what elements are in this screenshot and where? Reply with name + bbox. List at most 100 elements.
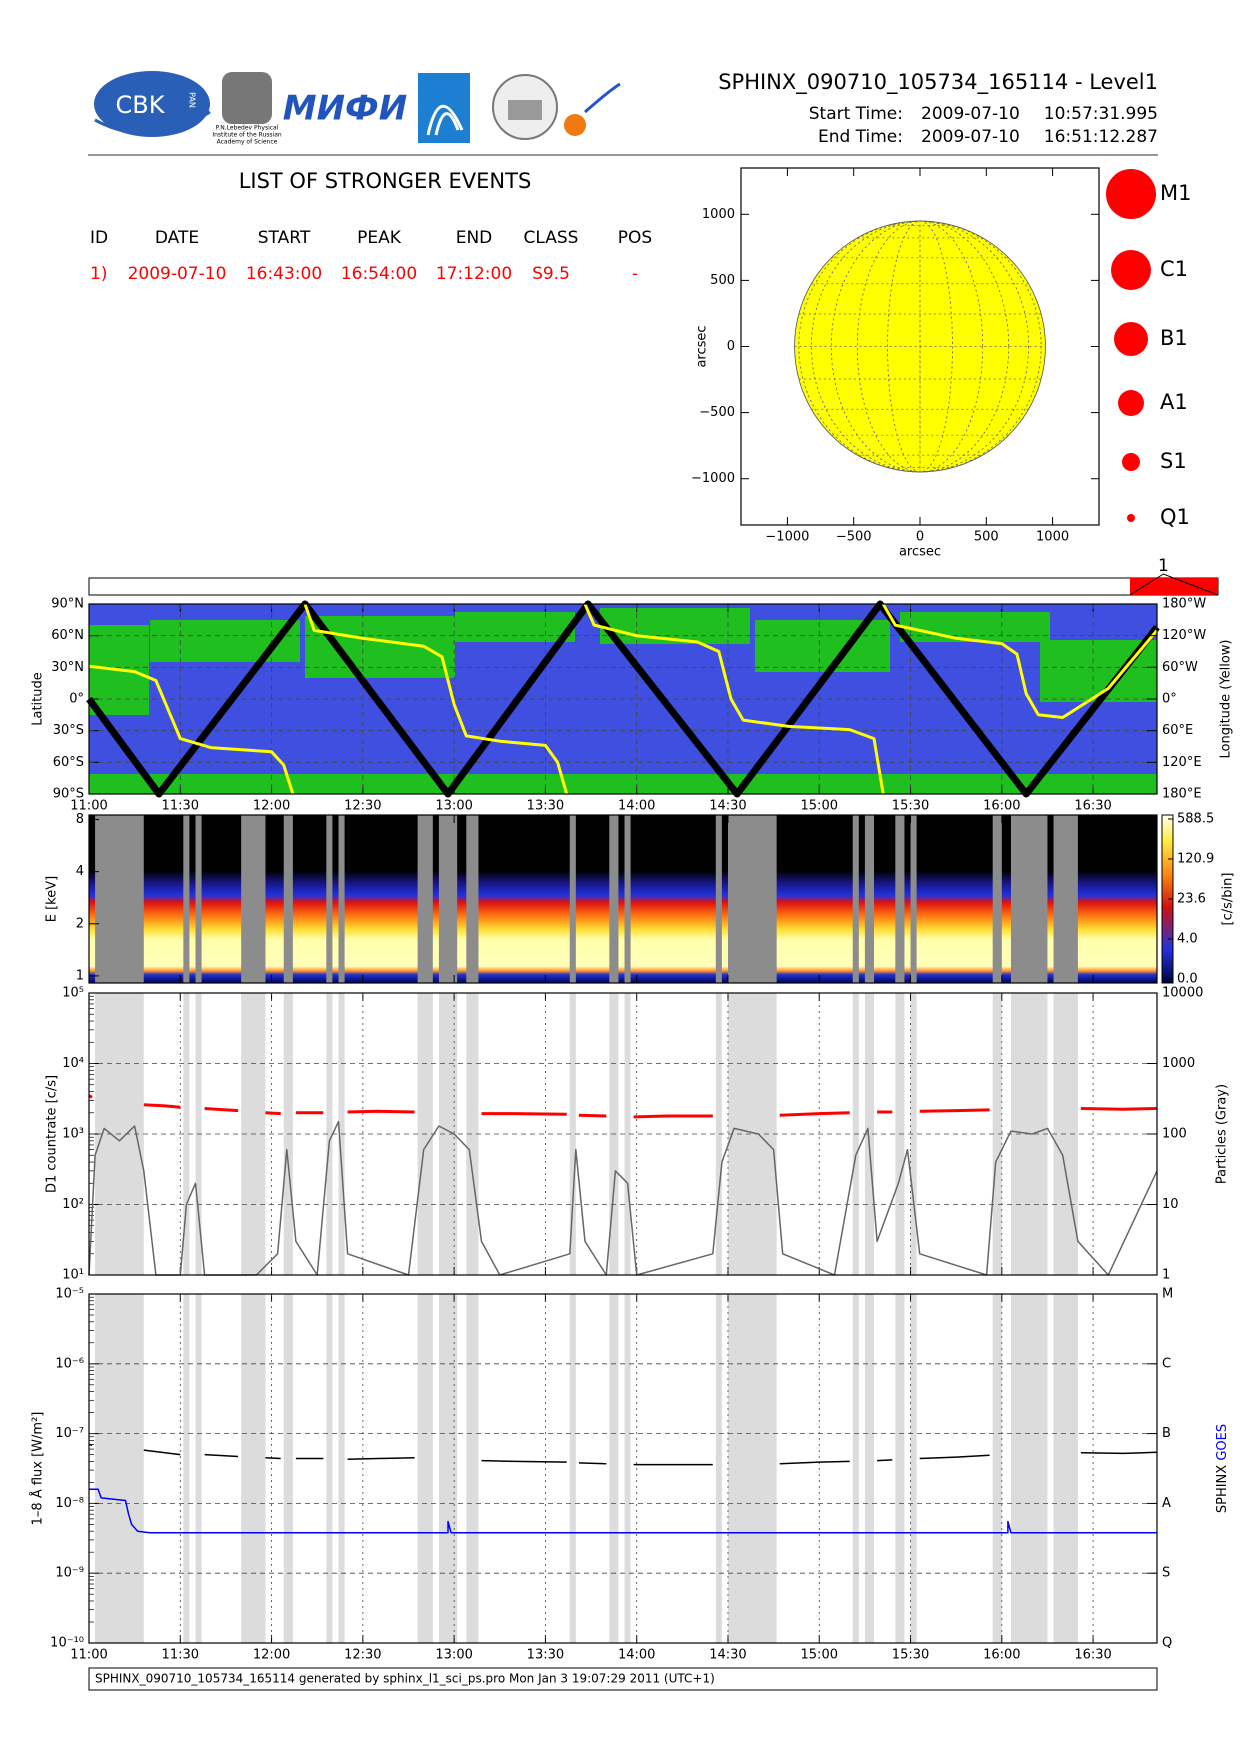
zone (305, 616, 455, 678)
data-gap (852, 1294, 859, 1643)
frame (88, 814, 1158, 984)
lebedev-caption: Institute of the Russian (212, 132, 282, 139)
data-gap (95, 1294, 144, 1643)
x-tick-label: 12:30 (344, 799, 381, 814)
y-tick-label: 1000 (702, 207, 735, 222)
y-tick-label: −500 (699, 405, 735, 420)
data-gap (624, 993, 631, 1275)
y-tick-label: 10⁻⁵ (55, 1287, 84, 1302)
data-gap (183, 993, 190, 1275)
y-tick-label: −1000 (691, 471, 735, 486)
zone (89, 774, 1157, 794)
event-cell: S9.5 (532, 264, 570, 284)
sun-logo-arc (584, 82, 621, 114)
data-gap (569, 1294, 576, 1643)
x-tick-label: −1000 (765, 530, 809, 545)
column-header: DATE (155, 228, 199, 248)
y2-tick-label: 120°E (1162, 755, 1202, 770)
y2-tick-label: A (1162, 1496, 1171, 1511)
x-tick-label: 16:00 (983, 1648, 1020, 1663)
data-gap (326, 993, 333, 1275)
data-gap (727, 815, 777, 983)
legend-marker (1106, 169, 1156, 219)
y-tick-label: 60°N (51, 628, 84, 643)
colorbar-tick-label: 23.6 (1177, 892, 1206, 907)
y-tick-label: 500 (710, 273, 735, 288)
event-cell: 17:12:00 (436, 264, 512, 284)
data-gap (727, 1294, 777, 1643)
data-gap (183, 815, 190, 983)
data-gap (910, 815, 917, 983)
y-axis-label: Latitude (31, 672, 46, 726)
x-tick-label: 11:30 (162, 1648, 199, 1663)
seal-building (508, 100, 542, 120)
data-gap (338, 815, 345, 983)
data-gap (1053, 1294, 1078, 1643)
data-gap (609, 815, 619, 983)
legend-marker (1122, 453, 1140, 471)
data-gap (727, 993, 777, 1275)
x-tick-label: 14:30 (709, 799, 746, 814)
event-cell: 1) (90, 264, 107, 284)
data-gap (283, 1294, 293, 1643)
legend-label: S1 (1160, 449, 1187, 473)
x-tick-label: 14:00 (618, 799, 655, 814)
x-tick-label: 16:30 (1074, 1648, 1111, 1663)
data-gap (438, 1294, 458, 1643)
data-gap (326, 815, 333, 983)
y-axis-label: arcsec (695, 325, 710, 367)
y2-tick-label: 0° (1162, 692, 1177, 707)
spectrogram (89, 815, 1157, 983)
x-tick-label: 12:00 (253, 799, 290, 814)
data-gap (195, 1294, 202, 1643)
portrait (222, 72, 272, 124)
event-peak (1129, 573, 1219, 596)
y2-tick-label: Q (1162, 1636, 1172, 1651)
column-header: CLASS (524, 228, 579, 248)
x-tick-label: 11:30 (162, 799, 199, 814)
blue-logo (418, 73, 470, 143)
data-gap (910, 993, 917, 1275)
data-gap (569, 815, 576, 983)
series-line (88, 1094, 1158, 1119)
x-tick-label: 15:30 (892, 1648, 929, 1663)
y-tick-label: 10⁻⁶ (55, 1356, 84, 1371)
data-gap (895, 815, 905, 983)
y2-tick-label: 10 (1162, 1197, 1179, 1212)
y-tick-label: 0° (69, 692, 84, 707)
footer-box (88, 1667, 1158, 1691)
event-label: 1 (1158, 556, 1169, 576)
event-cell: 2009-07-10 (128, 264, 227, 284)
data-gap (241, 1294, 266, 1643)
colorbar-label: [c/s/bin] (1221, 873, 1236, 926)
data-gap (1053, 815, 1078, 983)
longitude-line (798, 220, 1042, 473)
zone (900, 612, 1050, 642)
column-header: POS (618, 228, 652, 248)
series-line (88, 1120, 1158, 1276)
page-title: SPHINX_090710_105734_165114 - Level1 (718, 70, 1158, 95)
logos: CBK PAN P.N.Lebedev Physical Institute o… (94, 71, 621, 146)
y-tick-label: 10⁻¹⁰ (50, 1636, 84, 1651)
legend-label: Q1 (1160, 505, 1190, 529)
legend-label: C1 (1160, 257, 1188, 281)
y-axis-label: E [keV] (45, 876, 60, 922)
data-gap (852, 815, 859, 983)
zone (755, 620, 890, 672)
start-date: 2009-07-10 (921, 104, 1020, 124)
data-gap (338, 1294, 345, 1643)
events-table: ID DATE START PEAK END CLASS POS 1) 2009-07-10 16… (90, 228, 652, 284)
y-tick-label: 60°S (53, 755, 84, 770)
data-gap (609, 1294, 619, 1643)
series-line (89, 1488, 1157, 1534)
x-tick-label: 12:00 (253, 1648, 290, 1663)
x-tick-label: 13:00 (435, 799, 472, 814)
end-time: 16:51:12.287 (1044, 127, 1158, 147)
legend-entry: GOES (1215, 1424, 1230, 1461)
data-gap (241, 815, 266, 983)
colorbar-tick-label: 4.0 (1177, 932, 1198, 947)
y-axis-label: D1 countrate [c/s] (45, 1075, 60, 1193)
data-gap (715, 1294, 722, 1643)
data-gap (466, 815, 479, 983)
